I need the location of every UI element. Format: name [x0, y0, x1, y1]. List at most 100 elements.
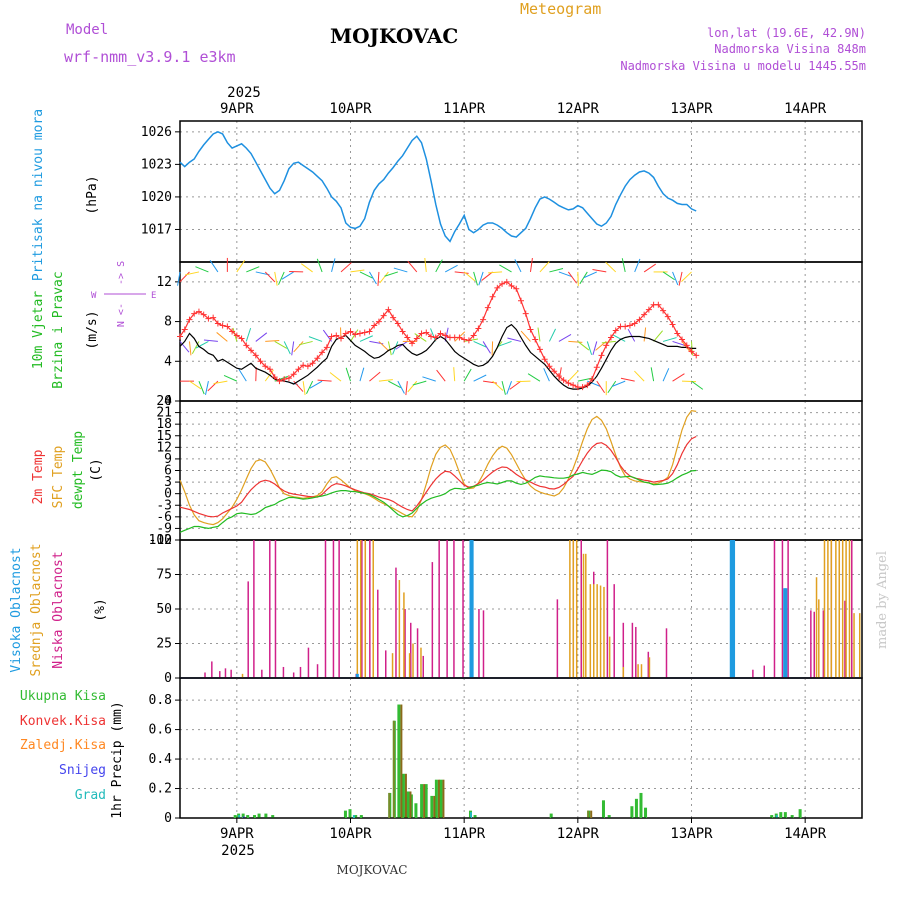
wind-arrow	[205, 381, 209, 395]
wind-tick-label: 12	[156, 275, 172, 290]
precip-total-bar	[430, 795, 434, 818]
wind-arrow	[392, 341, 399, 355]
gust-marker	[645, 306, 652, 313]
wind-arrow	[499, 264, 512, 273]
wind-arrow	[388, 380, 401, 389]
gust-marker	[593, 364, 600, 371]
wind-arrow	[463, 271, 476, 282]
wind-arrow	[414, 333, 427, 342]
gust-marker	[513, 285, 520, 292]
temp-tick-label: 15	[156, 429, 172, 444]
wind-arrow	[424, 257, 427, 272]
wind-arrow	[236, 260, 246, 273]
gust-marker	[300, 362, 307, 369]
gust-marker	[664, 313, 671, 320]
wind-arrow	[393, 267, 408, 273]
precip-total-bar	[354, 815, 358, 818]
wind-arrow	[672, 340, 687, 347]
precip-total-bar	[798, 809, 802, 818]
wind-arrow	[596, 380, 606, 394]
wind-arrow	[605, 261, 617, 273]
gust-marker	[375, 318, 382, 325]
precip-total-bar	[783, 812, 787, 818]
gust-marker	[352, 331, 359, 338]
precip-total-bar	[264, 813, 268, 818]
wind-arrow	[537, 327, 541, 342]
pressure-panel: 1017 1020 1023 1026	[141, 120, 863, 263]
meteogram-label: Meteogram	[520, 0, 601, 18]
wind-arrow	[481, 271, 493, 281]
wind-arrow	[300, 263, 313, 273]
wind-arrow	[463, 368, 472, 382]
wind-arrow	[473, 340, 487, 348]
elevation-label: Nadmorska Visina 848m	[714, 42, 866, 56]
gust-marker	[186, 316, 193, 323]
wind-arrow	[548, 328, 557, 342]
temp-tick-label: -9	[156, 521, 172, 536]
gust-marker	[489, 293, 496, 300]
precip-hail-bar	[352, 815, 355, 818]
gust-marker	[252, 352, 259, 359]
gust-marker	[679, 336, 686, 343]
gust-marker	[214, 320, 221, 327]
wind-arrow	[558, 271, 573, 278]
wind-arrow	[274, 271, 278, 286]
wind-arrow	[662, 271, 675, 281]
sfc-label: SFC Temp	[51, 446, 66, 509]
footer-station: MOJKOVAC	[337, 863, 408, 877]
wind-arrow	[213, 380, 228, 385]
year-bottom: 2025	[221, 843, 255, 859]
gust-marker	[532, 336, 539, 343]
wind-arrow	[378, 341, 390, 352]
gust-marker	[181, 326, 188, 333]
precip-total-bar	[424, 784, 428, 818]
wind-arrow	[436, 369, 446, 382]
wind-arrow	[568, 340, 583, 343]
gust-marker	[319, 349, 326, 356]
gust-marker	[527, 326, 534, 333]
wind-arrow	[191, 341, 200, 355]
gust-marker	[409, 340, 416, 347]
temp-tick-label: 3	[164, 475, 172, 490]
wind-arrow	[435, 259, 443, 273]
precip-total-bar	[233, 815, 237, 818]
temp-tick-label: -12	[149, 533, 172, 548]
precip-total-bar	[549, 813, 553, 818]
cloud-tick-label: 100	[149, 533, 172, 548]
pressure-label: Pritisak na nivou mora	[31, 109, 46, 281]
cloud-tick-label: 75	[156, 568, 172, 583]
precip-tick-label: 0.6	[149, 723, 172, 738]
precip-total-bar	[397, 704, 401, 818]
precip-conv-bar	[590, 810, 593, 818]
gust-marker	[399, 328, 406, 335]
wind-arrow	[514, 259, 522, 273]
wind-arrow	[444, 264, 458, 273]
dewpt-line	[179, 469, 697, 533]
wind-arrow	[246, 266, 260, 273]
gust-marker	[622, 323, 629, 330]
gust-marker	[518, 297, 524, 304]
gust-marker	[248, 347, 255, 354]
precip-tick-label: 0.4	[149, 752, 173, 767]
wind-arrow	[238, 369, 247, 382]
gust-marker	[404, 334, 411, 341]
wind-arrow	[592, 341, 598, 356]
wind-arrow	[245, 327, 252, 342]
gust-marker	[475, 325, 482, 332]
gust-marker	[565, 380, 572, 387]
precip-tick-label: 0	[164, 811, 172, 826]
wind-label-sub: Brzina i Pravac	[51, 271, 66, 388]
temp-unit: (C)	[89, 458, 104, 481]
precip-total-bar	[253, 815, 257, 818]
wind-arrow	[567, 271, 577, 284]
gust-marker	[655, 301, 662, 308]
gust-marker	[347, 328, 354, 335]
precip-total-bar	[639, 792, 643, 818]
wind-unit: (m/s)	[85, 310, 100, 349]
precip-total-bar	[779, 812, 783, 818]
precip-frozen-bar	[587, 810, 590, 818]
gust-marker	[461, 336, 468, 343]
cloud-unit: (%)	[93, 598, 108, 621]
bottom-day-label: 12APR	[557, 826, 600, 842]
wind-arrow	[430, 328, 437, 342]
